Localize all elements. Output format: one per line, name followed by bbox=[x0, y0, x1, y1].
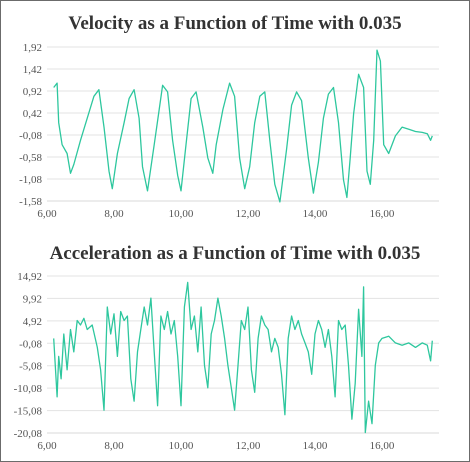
velocity-x-tick-label: 12,00 bbox=[236, 208, 261, 220]
acceleration-y-tick-label: -20,08 bbox=[14, 428, 43, 440]
acceleration-series-line bbox=[53, 281, 433, 434]
acceleration-chart: 14,92 9,92 4,92 -0,08 -5,08 -10,08 -15,08 -20,0… bbox=[14, 271, 439, 452]
acceleration-x-tick-label: 6,00 bbox=[37, 440, 57, 452]
acceleration-x-tick-label: 10,00 bbox=[169, 440, 194, 452]
velocity-y-tick-label: 1,42 bbox=[23, 64, 42, 76]
acceleration-y-tick-label: 14,92 bbox=[17, 271, 42, 283]
velocity-y-tick-label: 1,92 bbox=[23, 42, 42, 54]
velocity-y-tick-label: -1,08 bbox=[19, 174, 42, 186]
velocity-y-tick-label: 0,42 bbox=[23, 108, 42, 120]
velocity-chart-title: Velocity as a Function of Time with 0.03… bbox=[68, 13, 401, 34]
acceleration-y-tick-label: -0,08 bbox=[19, 338, 42, 350]
acceleration-x-tick-label: 8,00 bbox=[104, 440, 124, 452]
acceleration-x-tick-label: 16,00 bbox=[370, 440, 395, 452]
velocity-x-tick-label: 10,00 bbox=[169, 208, 194, 220]
velocity-y-tick-label: 0,92 bbox=[23, 86, 42, 98]
acceleration-y-tick-label: -5,08 bbox=[19, 361, 42, 373]
acceleration-x-tick-label: 14,00 bbox=[303, 440, 328, 452]
velocity-y-tick-label: -1,58 bbox=[19, 196, 42, 208]
acceleration-y-tick-label: -10,08 bbox=[14, 383, 43, 395]
acceleration-y-tick-label: 9,92 bbox=[23, 293, 42, 305]
velocity-x-tick-label: 14,00 bbox=[303, 208, 328, 220]
velocity-chart: 1,92 1,42 0,92 0,42 -0,08 -0,58 -1,08 -1,586,00… bbox=[19, 42, 439, 220]
velocity-series-line bbox=[53, 49, 433, 203]
velocity-y-tick-label: -0,08 bbox=[19, 130, 42, 142]
velocity-x-tick-label: 6,00 bbox=[37, 208, 57, 220]
acceleration-x-tick-label: 12,00 bbox=[236, 440, 261, 452]
velocity-x-tick-label: 16,00 bbox=[370, 208, 395, 220]
velocity-x-tick-label: 8,00 bbox=[104, 208, 124, 220]
velocity-y-tick-label: -0,58 bbox=[19, 152, 42, 164]
acceleration-y-tick-label: 4,92 bbox=[23, 316, 42, 328]
acceleration-chart-title: Acceleration as a Function of Time with … bbox=[50, 243, 421, 264]
acceleration-y-tick-label: -15,08 bbox=[14, 406, 43, 418]
